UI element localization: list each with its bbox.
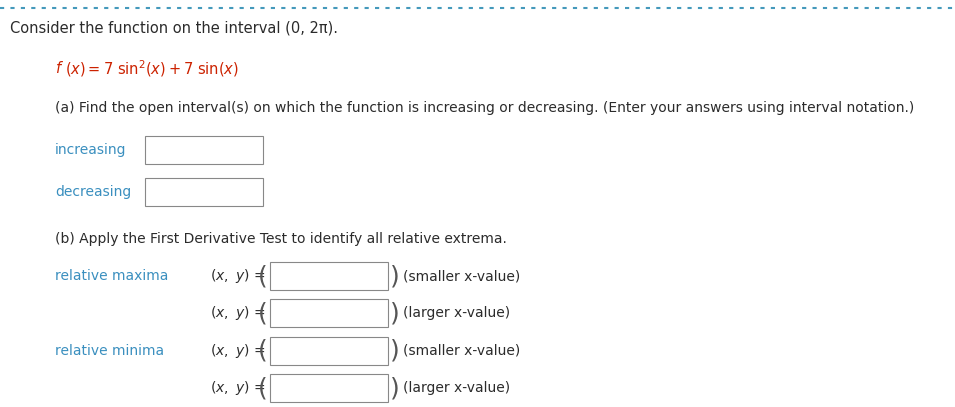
Text: relative minima: relative minima <box>55 344 164 358</box>
Text: ): ) <box>390 264 400 288</box>
Text: $(x,\ y)$ =: $(x,\ y)$ = <box>210 342 265 360</box>
Text: relative maxima: relative maxima <box>55 269 168 283</box>
Text: ): ) <box>390 302 400 326</box>
Text: (a) Find the open interval(s) on which the function is increasing or decreasing.: (a) Find the open interval(s) on which t… <box>55 101 914 115</box>
Text: (: ( <box>258 264 268 288</box>
Text: (: ( <box>258 302 268 326</box>
Text: ): ) <box>390 339 400 363</box>
Text: (smaller x-value): (smaller x-value) <box>403 269 520 283</box>
Text: $f$: $f$ <box>55 60 64 76</box>
Text: (: ( <box>258 339 268 363</box>
Text: decreasing: decreasing <box>55 185 131 199</box>
FancyBboxPatch shape <box>270 337 388 365</box>
Text: (b) Apply the First Derivative Test to identify all relative extrema.: (b) Apply the First Derivative Test to i… <box>55 232 507 245</box>
FancyBboxPatch shape <box>270 374 388 403</box>
Text: ): ) <box>390 376 400 400</box>
Text: increasing: increasing <box>55 143 126 157</box>
Text: $(x,\ y)$ =: $(x,\ y)$ = <box>210 379 265 397</box>
Text: Consider the function on the interval (0, 2π).: Consider the function on the interval (0… <box>10 21 338 35</box>
FancyBboxPatch shape <box>145 136 263 164</box>
Text: $(x,\ y)$ =: $(x,\ y)$ = <box>210 267 265 285</box>
FancyBboxPatch shape <box>270 300 388 328</box>
FancyBboxPatch shape <box>270 262 388 290</box>
Text: (: ( <box>258 376 268 400</box>
Text: (larger x-value): (larger x-value) <box>403 381 510 395</box>
Text: (larger x-value): (larger x-value) <box>403 306 510 320</box>
Text: $(x,\ y)$ =: $(x,\ y)$ = <box>210 304 265 322</box>
Text: $(x) = 7\ \mathrm{sin}^2(x) + 7\ \mathrm{sin}(x)$: $(x) = 7\ \mathrm{sin}^2(x) + 7\ \mathrm… <box>65 58 239 79</box>
Text: (smaller x-value): (smaller x-value) <box>403 344 520 358</box>
FancyBboxPatch shape <box>145 178 263 206</box>
